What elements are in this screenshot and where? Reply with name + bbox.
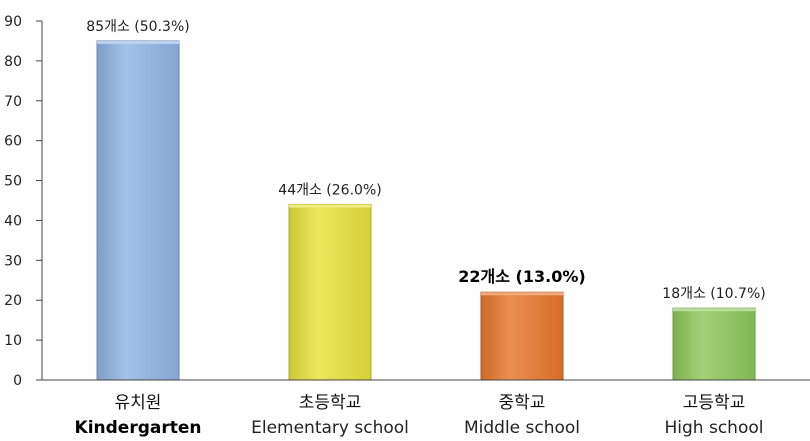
data-label: 22개소 (13.0%): [458, 267, 585, 286]
category-label-ko: 초등학교: [299, 393, 362, 413]
y-tick-label: 10: [4, 333, 22, 349]
bar-0: [96, 40, 180, 381]
y-tick-label: 40: [4, 213, 22, 229]
category-label-ko: 중학교: [499, 393, 546, 413]
data-labels: 85개소 (50.3%) 44개소 (26.0%) 22개소 (13.0%) 18개소…: [86, 19, 765, 302]
y-tick-label: 70: [4, 94, 22, 110]
category-label-en: Elementary school: [251, 418, 409, 438]
y-tick-label: 20: [4, 293, 22, 309]
y-tick-label: 90: [4, 14, 22, 30]
data-label: 85개소 (50.3%): [86, 19, 189, 35]
bar-top-edge: [289, 204, 371, 208]
y-tick-label: 30: [4, 253, 22, 269]
bar-top-edge: [97, 40, 179, 44]
bar-3: [672, 307, 756, 381]
data-label: 18개소 (10.7%): [662, 286, 765, 302]
y-tick-label: 0: [13, 373, 22, 389]
y-axis: 0 10 20 30 40 50 60 70 80 90: [4, 14, 43, 389]
y-tick-label: 50: [4, 174, 22, 190]
data-label: 44개소 (26.0%): [278, 182, 381, 198]
bars: [96, 40, 756, 381]
y-tick-label: 60: [4, 134, 22, 150]
category-label-en: Middle school: [464, 418, 580, 438]
category-label-ko: 고등학교: [683, 393, 746, 413]
x-axis: 유치원 Kindergarten 초등학교 Elementary school 중학교 M…: [36, 379, 810, 438]
category-label-en: High school: [665, 418, 764, 438]
category-label-ko: 유치원: [115, 393, 162, 413]
bar-1: [288, 203, 372, 381]
bar-2: [480, 291, 564, 381]
y-tick-label: 80: [4, 54, 22, 70]
bar-top-edge: [481, 292, 563, 296]
category-label-en: Kindergarten: [75, 418, 202, 438]
bar-top-edge: [673, 308, 755, 312]
